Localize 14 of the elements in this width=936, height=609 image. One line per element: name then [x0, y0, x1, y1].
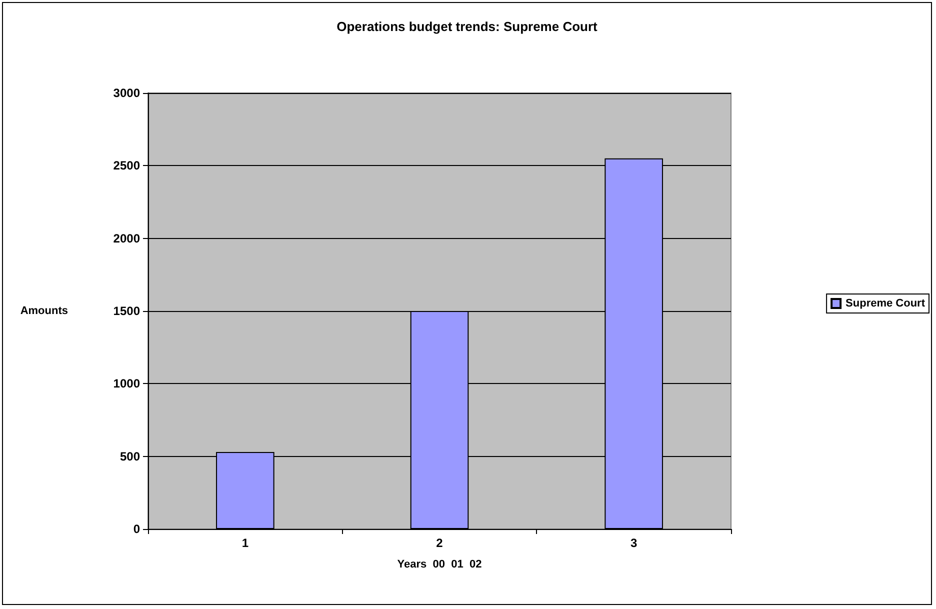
x-axis-title: Years 00 01 02: [397, 558, 482, 570]
y-tick-label: 1500: [113, 304, 140, 318]
chart-title: Operations budget trends: Supreme Court: [336, 19, 598, 34]
x-tick-label: 2: [436, 536, 444, 550]
y-axis-title: Amounts: [20, 305, 68, 317]
x-tick-label: 3: [630, 536, 638, 550]
x-tick-label: 1: [242, 536, 249, 550]
y-tick-label: 3000: [113, 86, 140, 100]
y-tick-label: 500: [120, 449, 140, 464]
y-tick-label: 0: [133, 522, 140, 536]
y-tick-label: 2500: [113, 158, 140, 173]
y-tick-label: 1000: [113, 376, 140, 391]
y-tick-label: 2000: [113, 231, 140, 246]
legend-label: Supreme Court: [846, 298, 926, 310]
